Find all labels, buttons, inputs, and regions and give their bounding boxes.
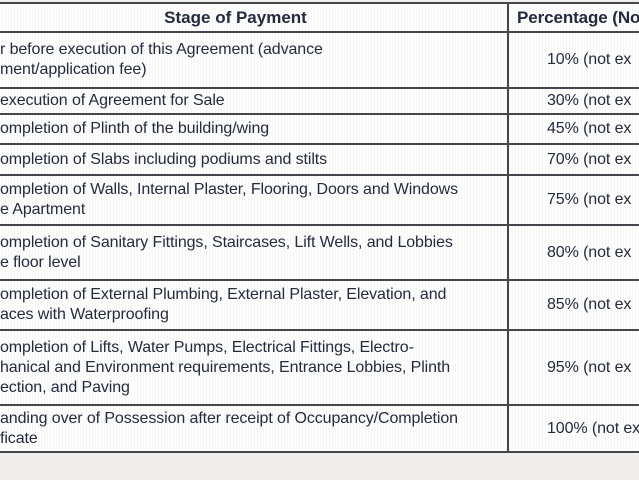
stage-line: ficate (0, 429, 38, 447)
percentage-cell: 30% (not ex (509, 89, 639, 113)
percentage-value: 45% (not ex (547, 120, 632, 137)
stage-cell: r before execution of this Agreement (ad… (0, 33, 509, 87)
header-percentage-cell: Percentage (No (509, 4, 639, 31)
percentage-cell: 85% (not ex (509, 281, 639, 329)
header-percentage-label: Percentage (No (517, 7, 639, 27)
percentage-cell: 75% (not ex (509, 176, 639, 224)
percentage-cell: 45% (not ex (509, 115, 639, 143)
table-row: ompletion of External Plumbing, External… (0, 281, 639, 331)
stage-line: e Apartment (0, 201, 86, 218)
stage-cell: ompletion of External Plumbing, External… (0, 281, 509, 329)
table-row: ompletion of Slabs including podiums and… (0, 145, 639, 176)
table-body: r before execution of this Agreement (ad… (0, 33, 639, 453)
table-row: execution of Agreement for Sale 30% (not… (0, 89, 639, 115)
stage-line: hanical and Environment requirements, En… (0, 358, 451, 376)
stage-line: execution of Agreement for Sale (0, 92, 225, 109)
percentage-cell: 10% (not ex (509, 33, 639, 87)
stage-line: ompletion of Lifts, Water Pumps, Electri… (0, 338, 414, 356)
stage-line: anding over of Possession after receipt … (0, 409, 458, 427)
table-row: r before execution of this Agreement (ad… (0, 33, 639, 89)
table-row: anding over of Possession after receipt … (0, 406, 639, 453)
percentage-cell: 80% (not ex (509, 226, 639, 279)
table-row: ompletion of Lifts, Water Pumps, Electri… (0, 331, 639, 406)
stage-line: ompletion of Slabs including podiums and… (0, 150, 328, 168)
stage-cell: execution of Agreement for Sale (0, 89, 509, 113)
table-row: ompletion of Plinth of the building/wing… (0, 115, 639, 145)
payment-schedule-table: Stage of Payment Percentage (No r before… (0, 2, 639, 453)
stage-line: e floor level (0, 253, 81, 271)
percentage-value: 30% (not ex (547, 92, 632, 109)
percentage-value: 80% (not ex (547, 243, 632, 261)
percentage-cell: 100% (not ex (509, 406, 639, 451)
stage-line: aces with Waterproofing (0, 306, 169, 323)
stage-cell: ompletion of Slabs including podiums and… (0, 145, 509, 174)
stage-cell: ompletion of Lifts, Water Pumps, Electri… (0, 331, 509, 404)
percentage-value: 95% (not ex (547, 358, 632, 376)
table-row: ompletion of Sanitary Fittings, Staircas… (0, 226, 639, 281)
percentage-value: 70% (not ex (547, 150, 632, 168)
stage-line: ompletion of Plinth of the building/wing (0, 120, 270, 137)
stage-cell: ompletion of Walls, Internal Plaster, Fl… (0, 176, 509, 224)
percentage-cell: 70% (not ex (509, 145, 639, 174)
stage-line: ompletion of Walls, Internal Plaster, Fl… (0, 181, 459, 198)
percentage-value: 85% (not ex (547, 296, 632, 313)
stage-line: ection, and Paving (0, 378, 130, 396)
percentage-value: 75% (not ex (547, 191, 632, 208)
stage-line: ompletion of Sanitary Fittings, Staircas… (0, 233, 453, 251)
stage-line: r before execution of this Agreement (ad… (0, 41, 323, 58)
header-stage-cell: Stage of Payment (0, 4, 509, 31)
percentage-value: 10% (not ex (547, 51, 632, 68)
header-row: Stage of Payment Percentage (No (0, 4, 639, 33)
percentage-value: 100% (not ex (547, 419, 639, 437)
stage-cell: anding over of Possession after receipt … (0, 406, 509, 451)
stage-cell: ompletion of Sanitary Fittings, Staircas… (0, 226, 509, 279)
stage-cell: ompletion of Plinth of the building/wing (0, 115, 509, 143)
stage-line: ompletion of External Plumbing, External… (0, 286, 447, 303)
table-row: ompletion of Walls, Internal Plaster, Fl… (0, 176, 639, 226)
percentage-cell: 95% (not ex (509, 331, 639, 404)
stage-line: ment/application fee) (0, 61, 147, 78)
header-stage-label: Stage of Payment (164, 7, 307, 27)
